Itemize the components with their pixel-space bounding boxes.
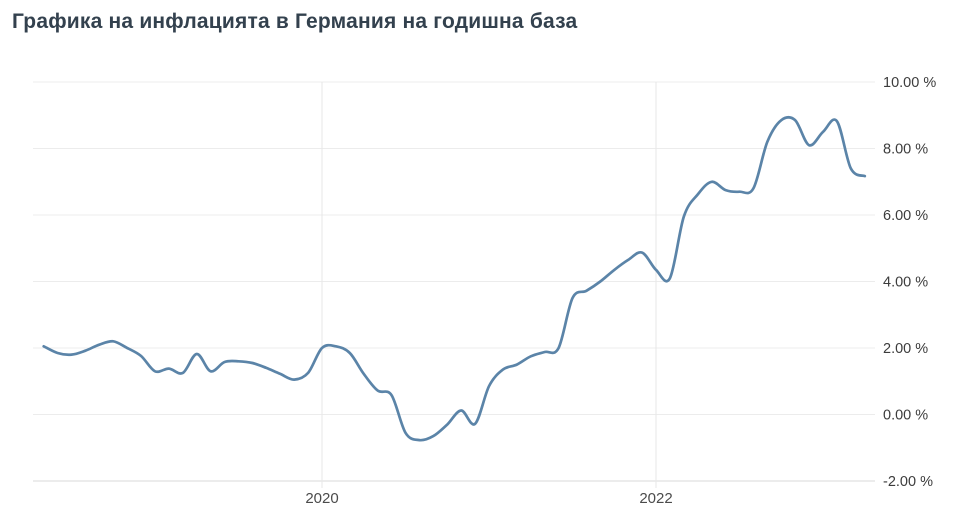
inflation-line-series [42,115,867,442]
y-axis-tick-label: 0.00 % [883,408,928,424]
y-axis-tick-label: 8.00 % [883,142,928,158]
y-axis-tick-label: -2.00 % [883,474,933,490]
y-axis-tick-label: 10.00 % [883,75,936,91]
y-axis-tick-label: 6.00 % [883,208,928,224]
chart-title: Графика на инфлацията в Германия на годи… [12,10,578,33]
y-axis-tick-label: 2.00 % [883,341,928,357]
y-axis-tick-label: 4.00 % [883,275,928,291]
x-axis-tick-label: 2022 [639,490,672,507]
x-axis-tick-label: 2020 [305,490,338,507]
